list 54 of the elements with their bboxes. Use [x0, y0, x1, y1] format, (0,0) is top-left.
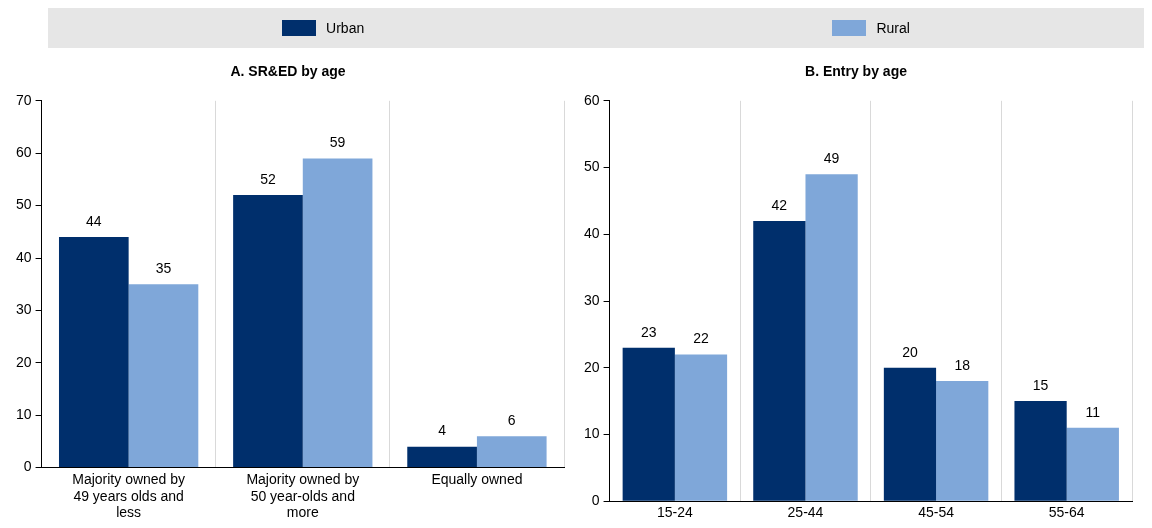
- data-label: 35: [155, 260, 172, 277]
- bar: [476, 436, 547, 468]
- data-label: 6: [507, 412, 516, 429]
- bar: [936, 381, 989, 501]
- x-tick-label: 25-44: [787, 504, 824, 521]
- bar: [302, 158, 373, 468]
- y-tick-label: 10: [15, 406, 32, 423]
- bar: [674, 354, 728, 501]
- x-tick-label: Equally owned: [431, 470, 523, 487]
- bar: [1066, 427, 1119, 501]
- data-label: 44: [86, 212, 102, 229]
- y-tick-label: 60: [15, 144, 32, 161]
- bar: [233, 195, 303, 468]
- y-tick-label: 40: [583, 225, 600, 242]
- y-tick-label: 60: [583, 91, 600, 108]
- y-tick-label: 20: [15, 353, 32, 370]
- x-tick-label: 55-64: [1048, 504, 1085, 521]
- legend-label: Urban: [326, 20, 365, 36]
- y-tick-label: 50: [15, 196, 32, 213]
- y-tick-label: 30: [15, 301, 32, 318]
- y-tick-label: 50: [583, 158, 600, 175]
- bar: [622, 347, 675, 501]
- bar: [883, 367, 937, 501]
- x-tick-label: 45-54: [918, 504, 955, 521]
- data-label: 20: [902, 343, 918, 360]
- bar: [753, 220, 806, 501]
- bar: [805, 174, 858, 501]
- y-tick-label: 20: [583, 358, 600, 375]
- legend-label: Rural: [876, 20, 910, 36]
- bar: [58, 237, 129, 468]
- chart-title: B. Entry by age: [805, 63, 908, 80]
- chart-title: A. SR&ED by age: [230, 63, 346, 80]
- x-tick-label: Majority owned by 49 years olds and less: [72, 470, 186, 521]
- y-tick-label: 10: [583, 425, 600, 442]
- data-label: 49: [823, 150, 840, 167]
- bar: [128, 284, 199, 468]
- x-tick-label: 15-24: [656, 504, 693, 521]
- y-tick-label: 70: [15, 91, 32, 108]
- data-label: 11: [1085, 403, 1101, 420]
- data-label: 22: [693, 330, 709, 347]
- data-label: 59: [329, 134, 346, 151]
- data-label: 42: [771, 196, 788, 213]
- y-tick-label: 0: [591, 492, 600, 509]
- y-tick-label: 30: [583, 291, 600, 308]
- data-label: 23: [640, 323, 657, 340]
- bar: [407, 446, 477, 468]
- y-tick-label: 40: [15, 248, 32, 265]
- data-label: 15: [1032, 376, 1049, 393]
- data-label: 18: [954, 356, 971, 373]
- bar: [1014, 401, 1067, 501]
- data-label: 52: [260, 170, 276, 187]
- data-label: 4: [438, 422, 447, 439]
- x-tick-label: Majority owned by 50 year-olds and more: [246, 470, 360, 521]
- y-tick-label: 0: [23, 458, 32, 475]
